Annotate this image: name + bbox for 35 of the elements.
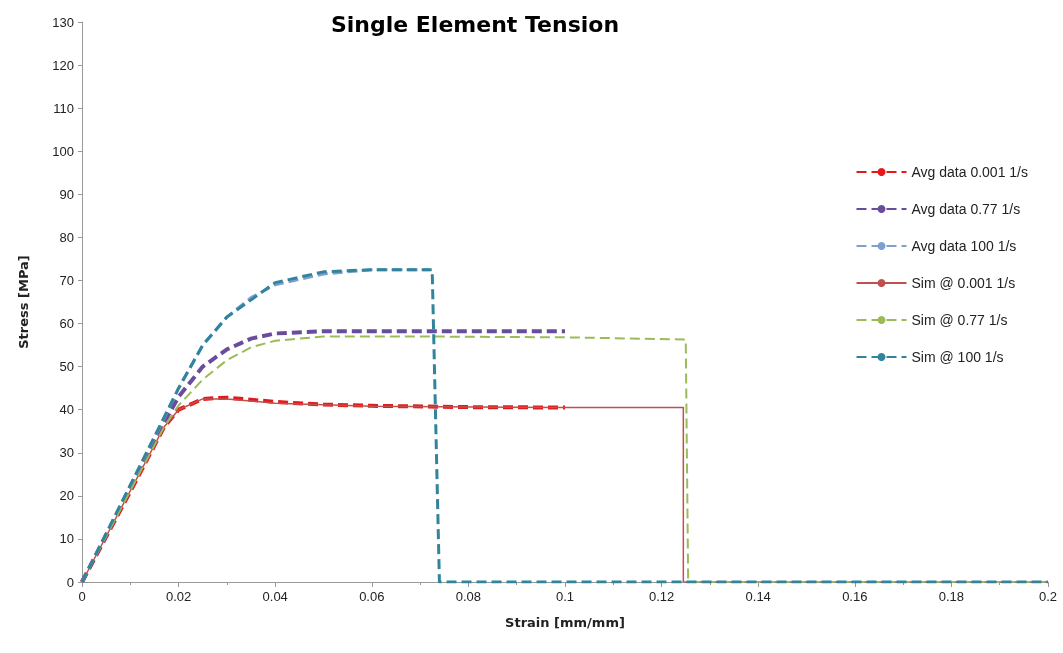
x-axis-title: Strain [mm/mm] xyxy=(505,615,625,630)
legend-label: Avg data 0.001 1/s xyxy=(911,164,1028,180)
y-tick-label: 50 xyxy=(59,359,74,375)
x-tick-label: 0.16 xyxy=(842,589,868,604)
y-tick-label: 130 xyxy=(52,14,74,30)
x-tick-label: 0.2 xyxy=(1038,589,1058,604)
x-tick-label: 0.02 xyxy=(165,589,192,604)
y-axis-title: Stress [MPa] xyxy=(16,255,31,349)
x-tick-label: 0 xyxy=(78,589,86,604)
y-tick-label: 100 xyxy=(52,143,74,159)
y-tick-label: 30 xyxy=(59,445,74,461)
y-tick-label: 40 xyxy=(59,402,74,418)
x-tick-label: 0.04 xyxy=(262,589,288,604)
legend-label: Sim @ 0.001 1/s xyxy=(911,275,1016,291)
legend-label: Sim @ 100 1/s xyxy=(911,349,1004,365)
legend-label: Avg data 0.77 1/s xyxy=(911,201,1021,217)
y-tick-label: 110 xyxy=(53,100,74,116)
y-tick-label: 60 xyxy=(59,316,74,332)
x-tick-label: 0.1 xyxy=(555,589,575,604)
y-tick-label: 0 xyxy=(66,574,74,590)
x-tick-label: 0.12 xyxy=(648,589,675,604)
x-tick-label: 0.08 xyxy=(455,589,482,604)
y-tick-label: 20 xyxy=(59,488,74,504)
x-tick-label: 0.06 xyxy=(359,589,385,604)
line-series xyxy=(80,329,567,584)
y-tick-label: 120 xyxy=(52,57,74,73)
y-tick-label: 70 xyxy=(59,272,74,288)
y-tick-label: 80 xyxy=(59,229,74,245)
y-tick-label: 90 xyxy=(59,186,74,202)
x-tick-label: 0.18 xyxy=(938,589,965,604)
y-tick-label: 10 xyxy=(59,531,74,547)
chart-title: Single Element Tension xyxy=(330,11,620,37)
x-tick-label: 0.14 xyxy=(745,589,771,604)
legend-label: Sim @ 0.77 1/s xyxy=(911,312,1008,328)
legend-label: Avg data 100 1/s xyxy=(911,238,1017,254)
